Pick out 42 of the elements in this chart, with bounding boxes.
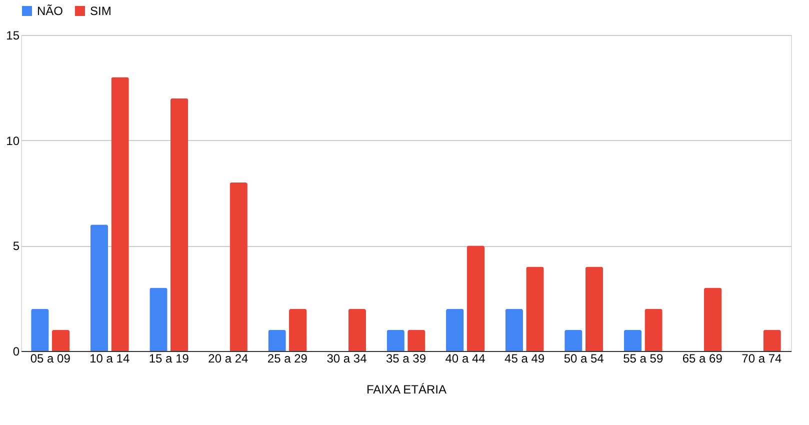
x-tick-label: 25 a 29 (267, 352, 308, 366)
bar (466, 246, 485, 351)
bar (408, 330, 426, 351)
x-tick-label: 45 a 49 (504, 352, 545, 366)
bar (644, 308, 662, 351)
bar (90, 224, 108, 351)
bar (170, 98, 188, 351)
legend-label: SIM (90, 4, 112, 18)
x-tick-label: 20 a 24 (208, 352, 249, 366)
bar (289, 308, 307, 351)
bar (585, 266, 604, 351)
x-tick-label: 40 a 44 (445, 352, 486, 366)
bar (763, 330, 781, 351)
bar (564, 330, 582, 351)
bar (624, 330, 642, 351)
y-tick-label: 5 (12, 239, 20, 254)
x-tick-label: 55 a 59 (623, 352, 664, 366)
bar (150, 288, 168, 351)
bar (31, 308, 49, 351)
y-tick-label: 0 (12, 344, 20, 358)
bar (446, 308, 464, 351)
bar (704, 288, 722, 351)
bar (348, 308, 366, 351)
bar (268, 330, 286, 351)
bar (230, 182, 248, 351)
bar (386, 330, 404, 351)
bar (111, 77, 129, 351)
x-tick-label: 30 a 34 (326, 352, 368, 366)
x-tick-label: 35 a 39 (386, 352, 426, 366)
x-tick-label: 70 a 74 (742, 352, 782, 366)
x-axis-title: FAIXA ETÁRIA (366, 382, 447, 396)
x-tick-label: 15 a 19 (148, 352, 190, 366)
bar (505, 308, 523, 351)
y-tick-label: 15 (6, 28, 20, 42)
legend-label: NÃO (37, 4, 64, 18)
x-tick-label: 65 a 69 (682, 352, 723, 366)
y-tick-label: 10 (6, 134, 20, 148)
x-tick-label: 10 a 14 (90, 352, 130, 366)
x-tick-label: 05 a 09 (30, 352, 71, 366)
bar (526, 266, 544, 351)
bar (52, 330, 70, 351)
x-tick-label: 50 a 54 (564, 352, 604, 366)
